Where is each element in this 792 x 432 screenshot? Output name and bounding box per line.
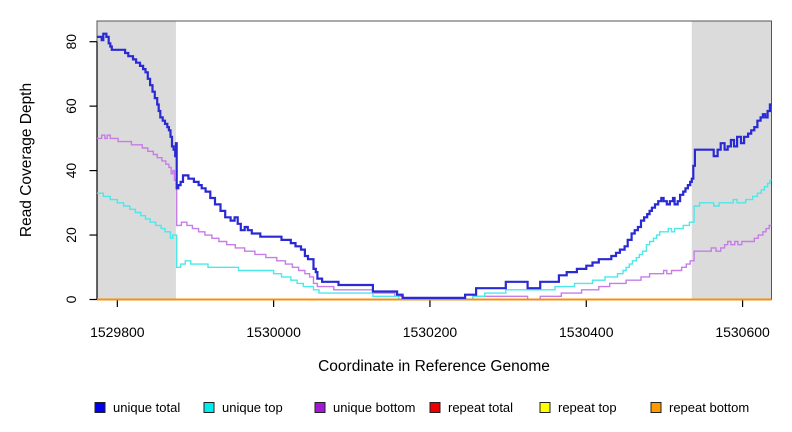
- shaded-region: [691, 21, 772, 300]
- x-tick-label: 1529800: [90, 324, 145, 340]
- x-tick-label: 1530000: [246, 324, 301, 340]
- legend-item-repeat-bottom: repeat bottom: [650, 400, 749, 415]
- series-line-unique-top: [97, 179, 772, 301]
- x-tick-label: 1530200: [403, 324, 458, 340]
- legend-label: unique top: [222, 400, 283, 415]
- series-line-unique-bottom: [97, 134, 772, 301]
- y-tick-label: 60: [63, 98, 79, 114]
- legend-label: unique total: [113, 400, 180, 415]
- legend-swatch-unique-total: [94, 402, 106, 413]
- x-tick-label: 1530400: [559, 324, 614, 340]
- series-line-unique-total: [97, 32, 772, 299]
- legend-item-unique-bottom: unique bottom: [314, 400, 415, 415]
- legend-swatch-unique-top: [203, 402, 215, 413]
- legend-swatch-repeat-bottom: [650, 402, 662, 413]
- y-tick-label: 20: [63, 227, 79, 243]
- legend-label: repeat top: [558, 400, 617, 415]
- x-tick-label: 1530600: [715, 324, 770, 340]
- y-tick-label: 80: [63, 34, 79, 50]
- y-axis-label: Read Coverage Depth: [18, 83, 35, 237]
- legend-item-repeat-top: repeat top: [539, 400, 617, 415]
- legend-item-unique-total: unique total: [94, 400, 180, 415]
- legend-item-unique-top: unique top: [203, 400, 283, 415]
- legend-swatch-unique-bottom: [314, 402, 326, 413]
- shaded-regions: [97, 21, 772, 300]
- legend-label: repeat total: [448, 400, 513, 415]
- x-axis-label: Coordinate in Reference Genome: [318, 358, 550, 375]
- legend-item-repeat-total: repeat total: [429, 400, 513, 415]
- legend-swatch-repeat-total: [429, 402, 441, 413]
- legend-swatch-repeat-top: [539, 402, 551, 413]
- plot-box: [96, 20, 772, 300]
- y-tick-label: 0: [63, 295, 79, 303]
- data-series: [97, 32, 772, 301]
- legend: unique total unique top unique bottom repea…: [94, 400, 749, 415]
- legend-label: unique bottom: [333, 400, 415, 415]
- y-tick-label: 40: [63, 163, 79, 179]
- legend-label: repeat bottom: [669, 400, 749, 415]
